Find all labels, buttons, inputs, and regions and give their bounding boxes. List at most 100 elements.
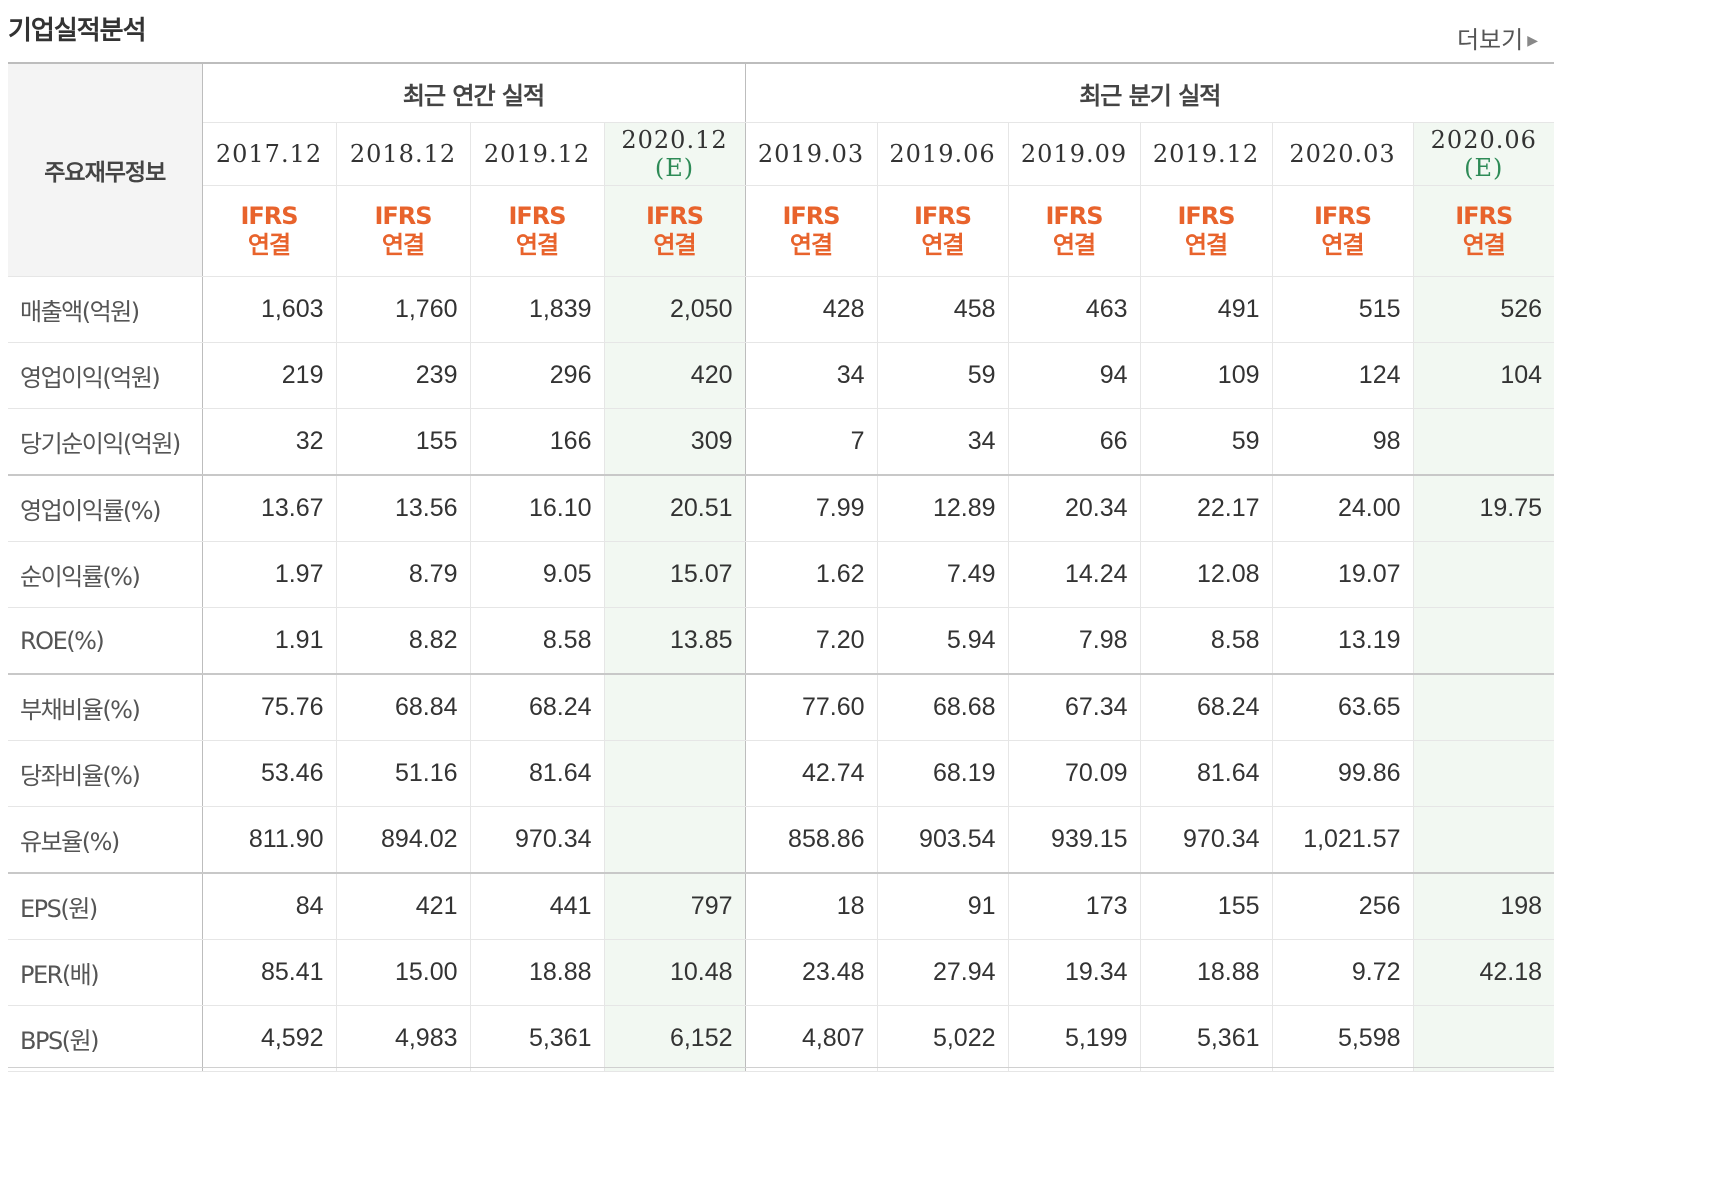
table-cell: 296: [470, 342, 605, 409]
accounting-basis-header: IFRS 연결: [1272, 185, 1414, 277]
period-header: 2019.03: [745, 122, 878, 186]
table-cell: 23.48: [745, 939, 878, 1006]
table-cell: 51.16: [336, 740, 471, 807]
table-cell: 19.34: [1008, 939, 1141, 1006]
corner-header: 주요재무정보: [8, 62, 203, 277]
table-cell: 7.49: [877, 541, 1009, 608]
table-cell: 421: [336, 872, 471, 940]
table-row: 순이익률(%) 1.97 8.79 9.05 15.07 1.62 7.49 14.24 12.…: [8, 541, 1555, 608]
table-cell: 515: [1272, 276, 1414, 343]
table-cell: 8.82: [336, 607, 471, 675]
basis-scope: 연결: [381, 231, 425, 259]
period-label: 2019.03: [757, 140, 865, 168]
basis-standard: IFRS: [508, 202, 566, 230]
estimate-marker: (E): [654, 154, 695, 182]
table-row: PER(배) 85.41 15.00 18.88 10.48 23.48 27.94 19.3…: [8, 939, 1555, 1006]
basis-standard: IFRS: [1045, 202, 1103, 230]
basis-scope: 연결: [921, 231, 964, 259]
table-cell: 19.07: [1272, 541, 1414, 608]
table-cell: 7.20: [745, 607, 878, 675]
table-row: 당기순이익(억원) 32 155 166 309 7 34 66 59 98: [8, 408, 1555, 476]
table-cell: 22.17: [1140, 474, 1273, 542]
table-cell: 16.10: [470, 474, 605, 542]
more-link[interactable]: 더보기 ▶: [1457, 20, 1538, 55]
table-cell: 18.88: [1140, 939, 1273, 1006]
row-label: ROE(%): [8, 607, 203, 675]
accounting-basis-header: IFRS 연결: [745, 185, 878, 277]
table-cell: 32: [202, 408, 337, 476]
basis-scope: 연결: [1184, 231, 1228, 259]
basis-standard: IFRS: [240, 202, 298, 230]
table-cell: 166: [470, 408, 605, 476]
table-cell: 13.19: [1272, 607, 1414, 675]
basis-standard: IFRS: [645, 202, 704, 230]
table-cell: 6,152: [604, 1005, 746, 1072]
table-cell: 66: [1008, 408, 1141, 476]
table-cell: 797: [604, 872, 746, 940]
table-cell: 85.41: [202, 939, 337, 1006]
table-cell: 124: [1272, 342, 1414, 409]
table-row: 영업이익률(%) 13.67 13.56 16.10 20.51 7.99 12.89 20.…: [8, 474, 1555, 542]
table-cell: 526: [1413, 276, 1555, 343]
table-cell: 59: [877, 342, 1009, 409]
accounting-basis-header: IFRS 연결: [1140, 185, 1273, 277]
table-cell: 84: [202, 872, 337, 940]
basis-scope: 연결: [1052, 231, 1096, 259]
period-label: 2020.06: [1430, 126, 1537, 154]
table-cell: 27.94: [877, 939, 1009, 1006]
table-cell: [1413, 1005, 1555, 1072]
row-label: 영업이익(억원): [8, 342, 203, 409]
table-cell: 42.74: [745, 740, 878, 807]
table-cell: [604, 740, 746, 807]
accounting-basis-header: IFRS 연결: [1008, 185, 1141, 277]
table-row: BPS(원) 4,592 4,983 5,361 6,152 4,807 5,022 5,19…: [8, 1005, 1555, 1072]
accounting-basis-header: IFRS 연결: [470, 185, 605, 277]
table-cell: 239: [336, 342, 471, 409]
basis-standard: IFRS: [374, 202, 432, 230]
table-cell: 10.48: [604, 939, 746, 1006]
table-cell: 94: [1008, 342, 1141, 409]
table-cell: 970.34: [470, 806, 605, 874]
table-cell: 98: [1272, 408, 1414, 476]
period-label: 2019.12: [483, 140, 591, 168]
period-header: 2019.06: [877, 122, 1009, 186]
table-cell: 7.98: [1008, 607, 1141, 675]
table-cell: 256: [1272, 872, 1414, 940]
table-cell: 4,592: [202, 1005, 337, 1072]
row-label: EPS(원): [8, 872, 203, 940]
table-row: 당좌비율(%) 53.46 51.16 81.64 42.74 68.19 70.09 81.…: [8, 740, 1555, 807]
chevron-right-icon: ▶: [1527, 33, 1538, 49]
table-cell: 155: [336, 408, 471, 476]
accounting-basis-header: IFRS 연결: [202, 185, 337, 277]
table-cell: 68.24: [470, 673, 605, 741]
period-label: 2019.12: [1152, 140, 1260, 168]
row-label: 당기순이익(억원): [8, 408, 203, 476]
table-cell: 441: [470, 872, 605, 940]
period-label: 2020.12: [621, 126, 728, 154]
table-cell: 970.34: [1140, 806, 1273, 874]
row-label: 부채비율(%): [8, 673, 203, 741]
table-cell: 894.02: [336, 806, 471, 874]
table-cell: 5,022: [877, 1005, 1009, 1072]
basis-standard: IFRS: [1455, 202, 1513, 230]
table-cell: 4,983: [336, 1005, 471, 1072]
table-cell: 155: [1140, 872, 1273, 940]
table-cell: 8.79: [336, 541, 471, 608]
table-cell: 173: [1008, 872, 1141, 940]
table-cell: 4,807: [745, 1005, 878, 1072]
table-cell: 34: [745, 342, 878, 409]
table-cell: 75.76: [202, 673, 337, 741]
basis-scope: 연결: [1321, 231, 1364, 259]
period-header: 2017.12: [202, 122, 337, 186]
table-cell: [1413, 541, 1555, 608]
table-row: 영업이익(억원) 219 239 296 420 34 59 94 109 124 104: [8, 342, 1555, 409]
table-cell: 68.68: [877, 673, 1009, 741]
table-cell: 309: [604, 408, 746, 476]
table-bottom-border: [8, 1067, 1554, 1068]
accounting-basis-header: IFRS 연결: [336, 185, 471, 277]
basis-scope: 연결: [515, 231, 559, 259]
basis-scope: 연결: [789, 231, 833, 259]
table-cell: 12.89: [877, 474, 1009, 542]
table-cell: 70.09: [1008, 740, 1141, 807]
table-cell: 5,361: [1140, 1005, 1273, 1072]
